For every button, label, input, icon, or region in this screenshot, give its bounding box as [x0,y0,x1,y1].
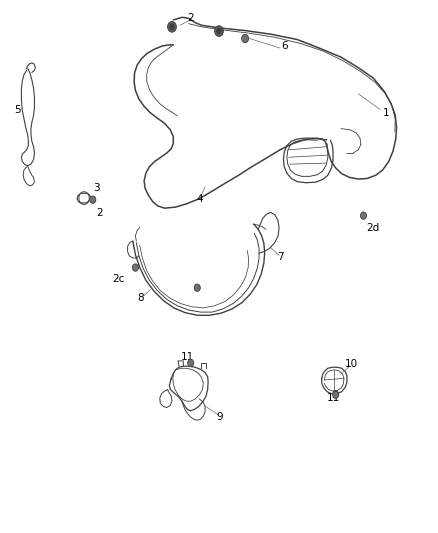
Circle shape [332,391,339,399]
Circle shape [242,34,249,43]
Circle shape [170,24,174,30]
Text: 3: 3 [93,183,99,193]
Circle shape [333,391,338,397]
Text: 6: 6 [281,42,288,52]
Text: 9: 9 [216,412,223,422]
Text: 10: 10 [345,359,358,369]
Text: 2c: 2c [113,274,125,284]
Text: 11: 11 [326,393,339,403]
Circle shape [90,196,96,204]
Circle shape [132,264,138,271]
Text: 11: 11 [181,352,194,361]
Text: 7: 7 [277,252,283,262]
Text: 2d: 2d [367,223,380,233]
Circle shape [187,359,194,367]
Text: 2: 2 [96,208,102,219]
Circle shape [217,28,221,34]
Circle shape [194,284,200,292]
Circle shape [215,26,223,36]
Circle shape [360,212,367,219]
Text: 8: 8 [138,293,144,303]
Text: 2: 2 [187,13,194,23]
Text: 1: 1 [383,108,390,118]
Text: 4: 4 [196,193,203,204]
Circle shape [168,21,177,32]
Text: 5: 5 [14,105,21,115]
